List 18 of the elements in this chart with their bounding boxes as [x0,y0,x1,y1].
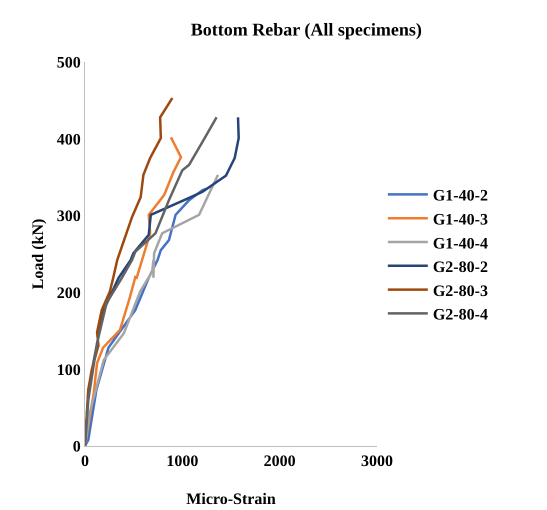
y-axis-title: Load (kN) [30,218,47,290]
x-tick-label: 2000 [264,453,296,470]
y-tick-label: 500 [56,54,81,72]
y-tick-label: 400 [56,131,81,148]
legend-label: G2-80-2 [432,259,488,276]
x-tick-label: 1000 [166,453,198,470]
y-tick-label: 0 [72,438,81,456]
legend-label: G2-80-3 [432,282,488,300]
x-axis-title: Micro-Strain [186,491,276,508]
legend-label: G2-80-4 [432,306,488,324]
x-tick-label: 3000 [361,453,393,470]
y-tick-label: 300 [56,208,81,226]
legend-label: G1-40-2 [432,188,488,205]
y-tick-label: 100 [56,362,81,379]
y-tick-label: 200 [56,285,81,302]
chart-title: Bottom Rebar (All specimens) [190,20,422,40]
legend-label: G1-40-4 [432,235,488,252]
legend-label: G1-40-3 [432,211,488,228]
